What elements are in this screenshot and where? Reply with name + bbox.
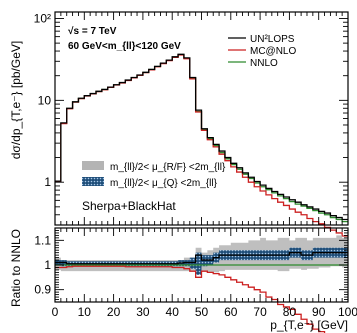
ratio-x-tick-labels: 0 10 20 30 40 50 60 70 80 90 100 <box>52 305 357 319</box>
x-tick-label: 90 <box>312 305 326 319</box>
band-legend: m_{ll}/2< μ_{R/F} <2m_{ll} m_{ll}/2< μ_{… <box>82 161 226 189</box>
x-axis-label: p_{T,e⁻} [GeV] <box>270 318 348 332</box>
band-legend-label-rf: m_{ll}/2< μ_{R/F} <2m_{ll} <box>110 162 226 173</box>
legend-label-un-lops: UN²LOPS <box>250 34 295 45</box>
main-series-un-lops <box>55 53 348 221</box>
ratio-plot-panel: 0.9 1 1.1 0 10 20 30 40 50 60 70 80 90 100 <box>34 227 357 333</box>
ratio-y-axis-label: Ratio to NNLO <box>9 229 23 307</box>
main-series-group <box>55 53 348 237</box>
main-y-tick-labels: 1 10 10² <box>34 11 52 189</box>
x-tick-label: 60 <box>224 305 238 319</box>
x-tick-label: 10 <box>78 305 92 319</box>
ratio-y-tick-labels: 0.9 1 1.1 <box>34 233 51 296</box>
ratio-series-un-lops <box>55 252 348 265</box>
x-tick-label: 100 <box>338 305 357 319</box>
x-tick-label: 0 <box>52 305 59 319</box>
main-y-tick-label: 10 <box>38 93 52 107</box>
main-y-axis-label: dσ/dp_{T,e⁻} [pb/GeV] <box>9 41 23 160</box>
main-axis-ticks <box>54 12 349 226</box>
legend-label-nnlo: NNLO <box>250 58 278 69</box>
main-y-tick-label: 10² <box>34 11 51 25</box>
main-y-tick-label: 1 <box>44 175 51 189</box>
x-tick-label: 50 <box>195 305 209 319</box>
band-legend-label-q: m_{ll}/2< μ_{Q} <2m_{ll} <box>110 178 218 189</box>
ratio-axis-ticks <box>54 227 349 303</box>
x-tick-label: 20 <box>107 305 121 319</box>
ratio-y-tick-label: 1 <box>44 258 51 272</box>
ratio-series-group <box>55 252 348 333</box>
x-tick-label: 40 <box>166 305 180 319</box>
ratio-y-tick-label: 0.9 <box>34 283 51 297</box>
annotation-generator: Sherpa+BlackHat <box>82 199 176 213</box>
x-tick-label: 30 <box>136 305 150 319</box>
band-legend-swatch-q <box>82 177 104 186</box>
main-series-nnlo <box>55 53 348 223</box>
band-legend-swatch-rf <box>82 161 104 170</box>
x-tick-label: 70 <box>253 305 267 319</box>
legend-label-mc-nlo: MC@NLO <box>250 46 296 57</box>
main-plot-panel: 1 10 10² <box>34 11 349 237</box>
ratio-y-tick-label: 1.1 <box>34 233 51 247</box>
ratio-series-mc-nlo <box>55 265 326 333</box>
x-tick-label: 80 <box>283 305 297 319</box>
annotation-energy: √s = 7 TeV <box>68 26 117 37</box>
annotation-mass-window: 60 GeV<m_{ll}<120 GeV <box>68 41 181 52</box>
